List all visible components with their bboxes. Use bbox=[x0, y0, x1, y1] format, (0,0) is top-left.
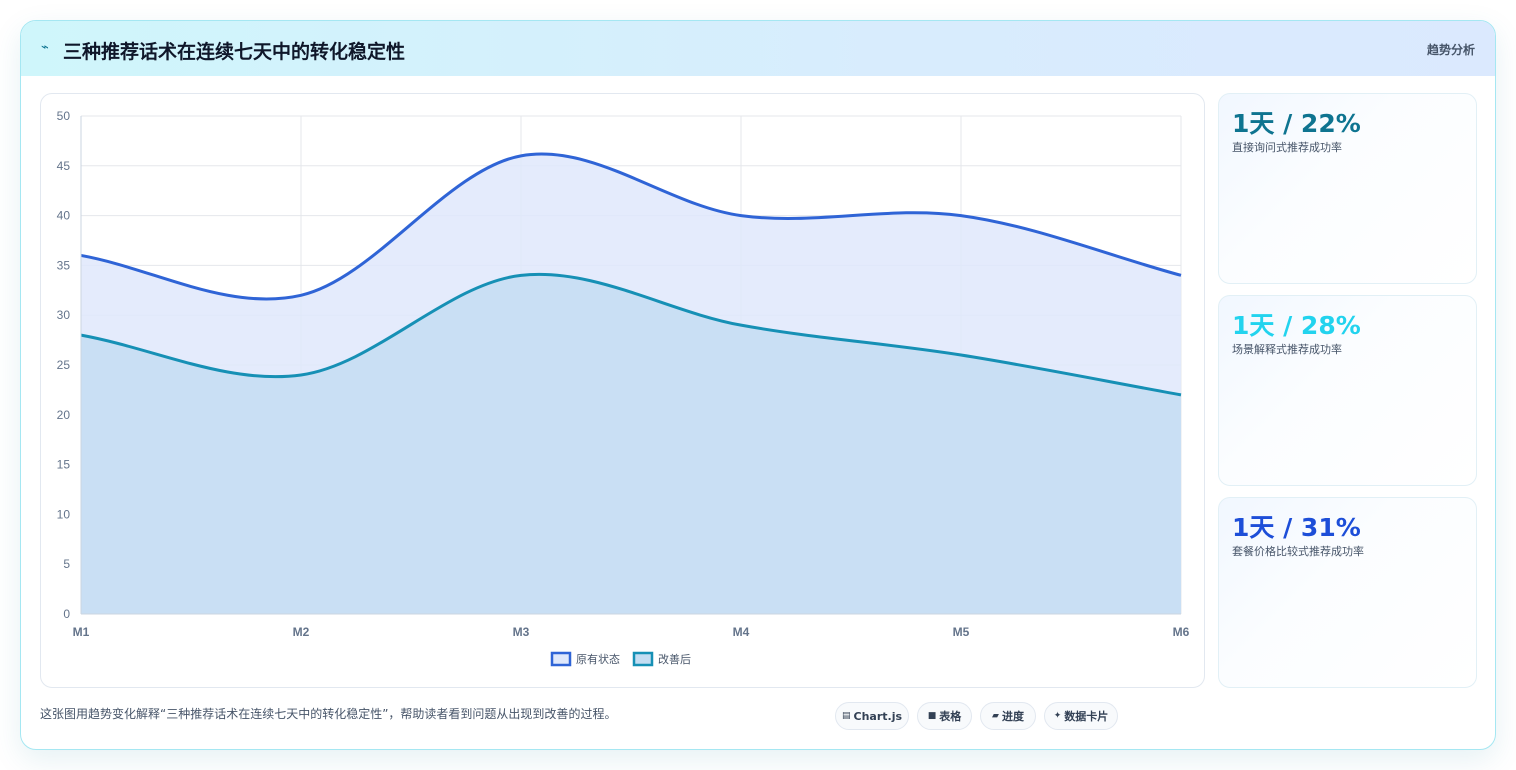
series-line bbox=[80, 272, 1182, 397]
dashboard-card: ⌁ 三种推荐话术在连续七天中的转化稳定性 趋势分析 0 5 10 15 20 25 30 35… bbox=[20, 20, 1496, 750]
chart-panel: 0 5 10 15 20 25 30 35 40 45 50 M1 M2 M3 M4 M5 M6 原有状态 改善后 bbox=[40, 93, 1205, 688]
card-header: ⌁ 三种推荐话术在连续七天中的转化稳定性 趋势分析 bbox=[21, 21, 1495, 76]
chart-icon: ▤ bbox=[841, 711, 851, 721]
x-tick-label: M2 bbox=[293, 625, 310, 639]
stat-value: 1天 / 31% bbox=[1232, 513, 1361, 542]
chartjs-pill[interactable]: ▤ Chart.js bbox=[835, 702, 909, 730]
y-tick-label: 5 bbox=[63, 557, 70, 571]
progress-pill[interactable]: ▰ 进度 bbox=[980, 702, 1036, 730]
trend-icon: ⌁ bbox=[41, 40, 49, 55]
x-tick-label: M6 bbox=[1173, 625, 1190, 639]
legend-label: 改善后 bbox=[658, 652, 691, 666]
y-tick-label: 50 bbox=[57, 109, 71, 123]
stat-label: 场景解释式推荐成功率 bbox=[1232, 343, 1342, 356]
stat-card-package: 1天 / 31% 套餐价格比较式推荐成功率 bbox=[1218, 497, 1477, 688]
x-tick-label: M4 bbox=[733, 625, 750, 639]
y-tick-label: 30 bbox=[57, 308, 71, 322]
legend-swatch bbox=[550, 651, 572, 667]
series-line bbox=[80, 152, 1182, 301]
y-tick-label: 20 bbox=[57, 408, 71, 422]
pill-label: Chart.js bbox=[853, 709, 903, 723]
stat-card-direct: 1天 / 22% 直接询问式推荐成功率 bbox=[1218, 93, 1477, 284]
table-icon: ■ bbox=[927, 711, 937, 721]
analysis-tag: 趋势分析 bbox=[1426, 43, 1475, 57]
progress-icon: ▰ bbox=[992, 711, 999, 721]
card-icon: ✦ bbox=[1053, 711, 1062, 721]
stat-label: 直接询问式推荐成功率 bbox=[1232, 141, 1342, 154]
y-tick-label: 45 bbox=[57, 159, 71, 173]
area-chart: 0 5 10 15 20 25 30 35 40 45 50 M1 M2 M3 M4 M5 M6 原有状态 改善后 bbox=[57, 109, 1190, 667]
y-tick-label: 25 bbox=[57, 358, 71, 372]
legend-swatch bbox=[632, 651, 654, 667]
y-tick-label: 10 bbox=[57, 507, 71, 521]
chart-description: 这张图用趋势变化解释“三种推荐话术在连续七天中的转化稳定性”，帮助读者看到问题从… bbox=[40, 707, 617, 721]
stat-value: 1天 / 22% bbox=[1232, 109, 1361, 138]
pill-label: 表格 bbox=[939, 710, 962, 723]
y-tick-label: 0 bbox=[63, 607, 70, 621]
y-tick-label: 15 bbox=[57, 458, 71, 472]
stat-label: 套餐价格比较式推荐成功率 bbox=[1232, 545, 1364, 558]
x-tick-label: M3 bbox=[513, 625, 530, 639]
series-area bbox=[81, 274, 1181, 614]
page-title: 三种推荐话术在连续七天中的转化稳定性 bbox=[63, 41, 406, 63]
stat-card-scenario: 1天 / 28% 场景解释式推荐成功率 bbox=[1218, 295, 1477, 486]
y-tick-label: 40 bbox=[57, 209, 71, 223]
legend-label: 原有状态 bbox=[576, 652, 620, 666]
pill-label: 数据卡片 bbox=[1064, 710, 1109, 723]
data-card-pill[interactable]: ✦ 数据卡片 bbox=[1044, 702, 1118, 730]
stat-value: 1天 / 28% bbox=[1232, 311, 1361, 340]
y-tick-label: 35 bbox=[57, 258, 71, 272]
x-tick-label: M1 bbox=[73, 625, 90, 639]
pill-label: 进度 bbox=[1001, 710, 1024, 723]
x-tick-label: M5 bbox=[953, 625, 970, 639]
table-pill[interactable]: ■ 表格 bbox=[917, 702, 972, 730]
